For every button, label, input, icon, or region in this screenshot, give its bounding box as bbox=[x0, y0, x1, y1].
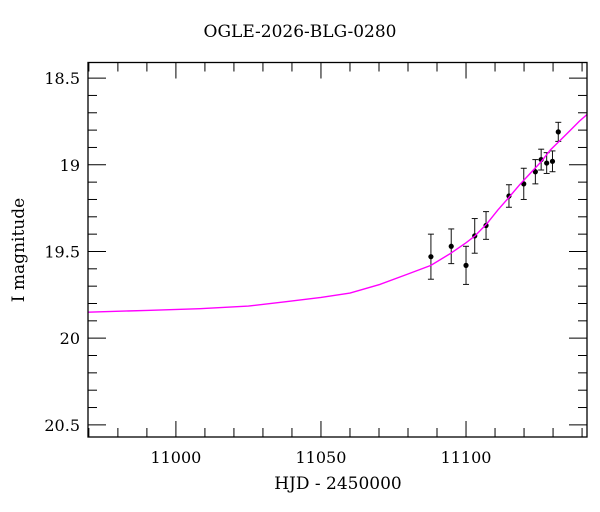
chart-title: OGLE-2026-BLG-0280 bbox=[203, 22, 397, 42]
x-axis-label: HJD - 2450000 bbox=[274, 474, 402, 494]
model-curve bbox=[87, 113, 588, 313]
plot-area bbox=[87, 113, 588, 313]
data-point bbox=[505, 184, 512, 208]
data-point bbox=[555, 121, 562, 142]
data-marker bbox=[532, 169, 538, 175]
data-marker bbox=[428, 254, 434, 260]
data-marker bbox=[463, 262, 469, 268]
data-marker bbox=[506, 193, 512, 199]
x-tick-label: 11100 bbox=[441, 448, 492, 467]
x-tick-label: 11000 bbox=[150, 448, 201, 467]
data-marker bbox=[549, 158, 556, 164]
data-point bbox=[463, 245, 470, 285]
data-point bbox=[543, 152, 550, 174]
y-axis-label: I magnitude bbox=[9, 197, 29, 303]
data-marker bbox=[544, 160, 550, 166]
y-tick-label: 19.5 bbox=[44, 242, 80, 261]
data-point bbox=[520, 167, 527, 200]
data-marker bbox=[555, 129, 561, 135]
y-tick-label: 19 bbox=[60, 156, 80, 175]
data-point bbox=[549, 150, 556, 173]
y-axis: 18.5 19 19.5 20 20.5 bbox=[44, 69, 587, 435]
x-axis: 11000 11050 11100 bbox=[88, 62, 583, 467]
data-marker bbox=[448, 243, 454, 249]
y-tick-label: 20 bbox=[60, 329, 80, 348]
x-tick-label: 11050 bbox=[296, 448, 347, 467]
y-tick-label: 18.5 bbox=[44, 69, 80, 88]
plot-frame bbox=[87, 61, 588, 438]
data-point bbox=[448, 228, 455, 265]
y-tick-label: 20.5 bbox=[44, 416, 80, 435]
data-point bbox=[427, 233, 434, 280]
data-point bbox=[532, 159, 539, 185]
